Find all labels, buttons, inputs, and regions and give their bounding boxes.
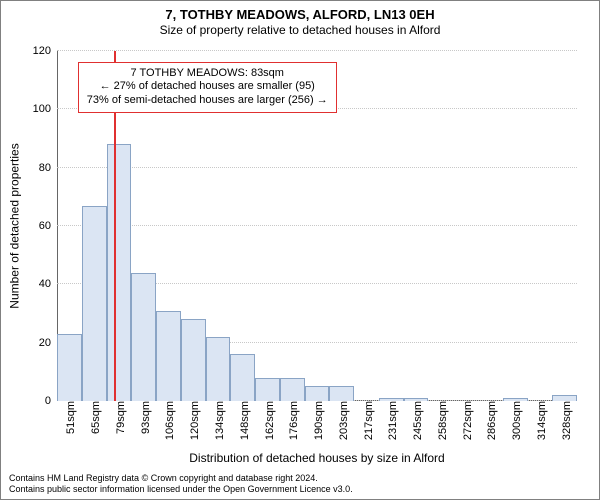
x-tick-label: 120sqm [185, 401, 201, 440]
attribution-line-1: Contains HM Land Registry data © Crown c… [9, 473, 593, 484]
x-tick-label: 148sqm [235, 401, 251, 440]
bar-slot: 217sqm [354, 51, 379, 401]
bar [230, 354, 255, 401]
bar-slot: 231sqm [379, 51, 404, 401]
x-tick-label: 106sqm [160, 401, 176, 440]
bar-slot: 314sqm [528, 51, 553, 401]
y-axis-label: Number of detached properties [7, 51, 23, 401]
y-tick-label: 0 [45, 395, 57, 407]
annotation-line: 73% of semi-detached houses are larger (… [87, 94, 328, 108]
x-tick-label: 314sqm [532, 401, 548, 440]
bar [107, 144, 132, 401]
x-tick-label: 231sqm [383, 401, 399, 440]
x-tick-label: 272sqm [458, 401, 474, 440]
x-axis-title: Distribution of detached houses by size … [57, 451, 577, 465]
y-tick-label: 100 [33, 103, 57, 115]
bar-slot: 245sqm [404, 51, 429, 401]
title-line-1: 7, TOTHBY MEADOWS, ALFORD, LN13 0EH [1, 7, 599, 23]
title-block: 7, TOTHBY MEADOWS, ALFORD, LN13 0EH Size… [1, 1, 599, 38]
bar-slot: 272sqm [453, 51, 478, 401]
x-tick-label: 300sqm [507, 401, 523, 440]
y-tick-label: 120 [33, 45, 57, 57]
annotation-line: ← 27% of detached houses are smaller (95… [87, 80, 328, 94]
bar-slot: 300sqm [503, 51, 528, 401]
x-tick-label: 162sqm [260, 401, 276, 440]
x-tick-label: 134sqm [210, 401, 226, 440]
x-tick-label: 79sqm [111, 401, 127, 434]
attribution-line-2: Contains public sector information licen… [9, 484, 593, 495]
bar-slot: 258sqm [428, 51, 453, 401]
bar [280, 378, 305, 401]
bar [305, 386, 330, 401]
bar [329, 386, 354, 401]
bar [255, 378, 280, 401]
plot-area: 02040608010012051sqm65sqm79sqm93sqm106sq… [57, 51, 577, 401]
chart-container: 7, TOTHBY MEADOWS, ALFORD, LN13 0EH Size… [0, 0, 600, 500]
y-tick-label: 40 [39, 278, 57, 290]
annotation-line: 7 TOTHBY MEADOWS: 83sqm [87, 67, 328, 81]
bar-slot: 328sqm [552, 51, 577, 401]
y-tick-label: 20 [39, 337, 57, 349]
x-tick-label: 217sqm [359, 401, 375, 440]
x-tick-label: 203sqm [334, 401, 350, 440]
bar [57, 334, 82, 401]
bar [181, 319, 206, 401]
x-tick-label: 328sqm [557, 401, 573, 440]
attribution: Contains HM Land Registry data © Crown c… [9, 473, 593, 495]
y-axis-label-text: Number of detached properties [8, 143, 22, 308]
y-tick-label: 80 [39, 162, 57, 174]
bar [82, 206, 107, 401]
y-tick-label: 60 [39, 220, 57, 232]
x-tick-label: 286sqm [482, 401, 498, 440]
x-tick-label: 65sqm [86, 401, 102, 434]
x-tick-label: 93sqm [136, 401, 152, 434]
annotation-box: 7 TOTHBY MEADOWS: 83sqm← 27% of detached… [78, 62, 337, 113]
title-line-2: Size of property relative to detached ho… [1, 23, 599, 38]
x-tick-label: 190sqm [309, 401, 325, 440]
bar [156, 311, 181, 401]
x-tick-label: 176sqm [284, 401, 300, 440]
bar-slot: 286sqm [478, 51, 503, 401]
bar [131, 273, 156, 401]
bar [206, 337, 231, 401]
x-tick-label: 245sqm [408, 401, 424, 440]
x-tick-label: 51sqm [61, 401, 77, 434]
x-tick-label: 258sqm [433, 401, 449, 440]
